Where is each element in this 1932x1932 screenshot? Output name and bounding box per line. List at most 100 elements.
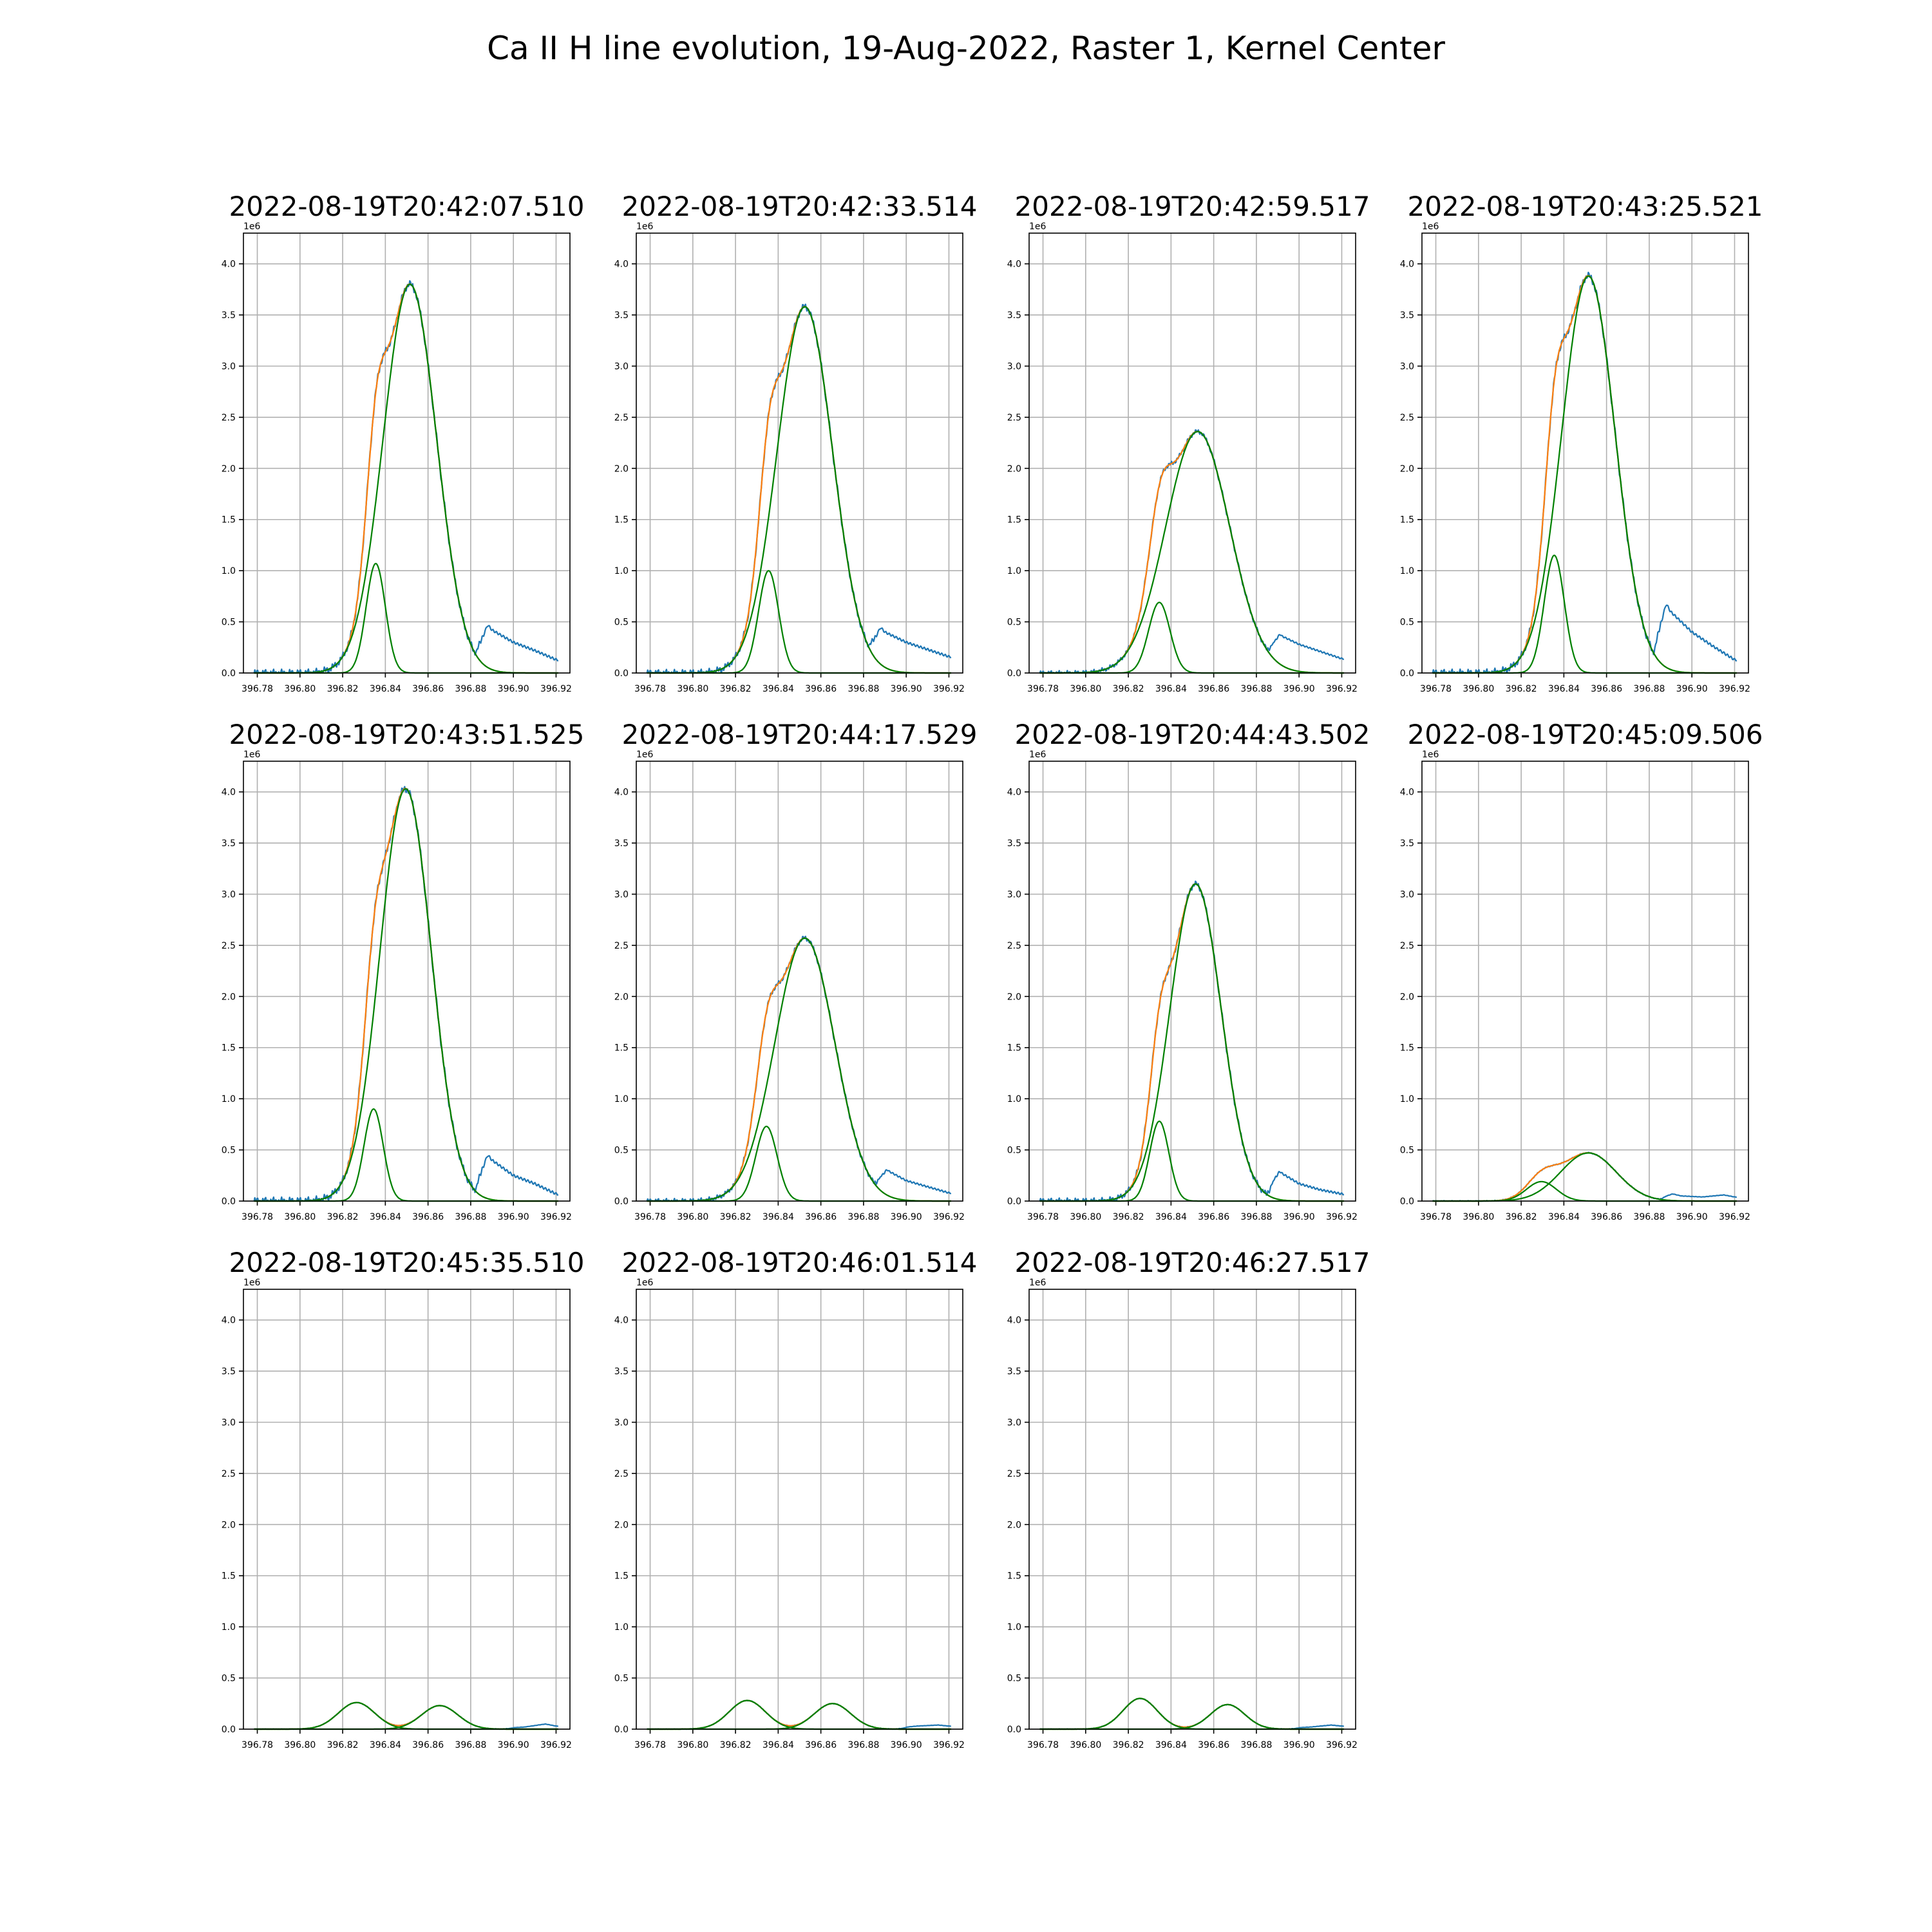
subplot-title: 2022-08-19T20:42:07.510 <box>229 191 585 222</box>
x-tick-label: 396.80 <box>1070 684 1101 694</box>
x-tick-label: 396.92 <box>540 1740 572 1750</box>
y-tick-label: 2.5 <box>614 941 629 951</box>
y-tick-label: 3.5 <box>1400 838 1414 849</box>
axes-frame <box>1421 232 1749 674</box>
x-tick-label: 396.90 <box>1283 1212 1315 1222</box>
x-tick-label: 396.84 <box>370 1212 401 1222</box>
y-tick-label: 0.5 <box>1400 1146 1414 1156</box>
y-tick-label: 2.0 <box>1007 992 1021 1002</box>
y-tick-label: 3.5 <box>1007 1367 1021 1377</box>
x-tick-label: 396.84 <box>1548 1212 1580 1222</box>
y-tick-label: 0.0 <box>222 1197 236 1207</box>
subplot-title: 2022-08-19T20:43:25.521 <box>1408 191 1763 222</box>
y-tick-label: 1.5 <box>1007 1571 1021 1582</box>
y-tick-label: 0.5 <box>1400 618 1414 628</box>
y-offset-label: 1e6 <box>1422 222 1439 232</box>
axes-frame <box>1421 761 1749 1202</box>
y-tick-label: 0.0 <box>614 668 629 679</box>
axes-frame <box>1028 232 1356 674</box>
x-tick-label: 396.90 <box>498 1212 529 1222</box>
subplot-title: 2022-08-19T20:44:43.502 <box>1015 719 1370 750</box>
subplot-title: 2022-08-19T20:45:09.506 <box>1408 719 1763 750</box>
x-tick-label: 396.84 <box>370 684 401 694</box>
y-tick-label: 2.0 <box>614 1520 629 1530</box>
y-tick-label: 3.0 <box>222 361 236 372</box>
x-tick-label: 396.86 <box>1591 1212 1622 1222</box>
y-offset-label: 1e6 <box>636 1278 654 1288</box>
x-tick-label: 396.88 <box>455 684 486 694</box>
x-tick-label: 396.78 <box>1027 684 1059 694</box>
x-tick-label: 396.92 <box>933 684 965 694</box>
y-tick-label: 2.0 <box>1007 1520 1021 1530</box>
y-tick-label: 2.5 <box>1007 941 1021 951</box>
x-tick-label: 396.80 <box>1070 1740 1101 1750</box>
x-tick-label: 396.86 <box>805 1740 837 1750</box>
subplot: 396.78 396.80 396.82 396.84 396.86 396.88 396.… <box>1007 719 1370 1222</box>
x-tick-label: 396.82 <box>1506 1212 1537 1222</box>
y-tick-label: 2.5 <box>1007 413 1021 423</box>
subplot-title: 2022-08-19T20:45:35.510 <box>229 1247 585 1278</box>
x-tick-label: 396.88 <box>1240 1212 1272 1222</box>
y-tick-label: 3.0 <box>1007 1417 1021 1428</box>
x-tick-label: 396.82 <box>1506 684 1537 694</box>
subplot: 396.78 396.80 396.82 396.84 396.86 396.88 396.… <box>614 1247 978 1750</box>
x-tick-label: 396.80 <box>284 1212 316 1222</box>
x-tick-label: 396.88 <box>848 684 879 694</box>
y-tick-label: 3.0 <box>1007 361 1021 372</box>
x-tick-label: 396.86 <box>412 684 444 694</box>
y-tick-label: 2.0 <box>222 1520 236 1530</box>
x-tick-label: 396.88 <box>848 1212 879 1222</box>
subplot: 396.78 396.80 396.82 396.84 396.86 396.88 396.… <box>222 191 585 694</box>
y-tick-label: 3.0 <box>222 889 236 900</box>
x-tick-label: 396.78 <box>242 1212 273 1222</box>
y-tick-label: 2.5 <box>614 413 629 423</box>
y-tick-label: 0.5 <box>222 618 236 628</box>
x-tick-label: 396.84 <box>762 684 794 694</box>
y-tick-label: 4.0 <box>1400 260 1414 270</box>
x-tick-label: 396.92 <box>933 1740 965 1750</box>
y-tick-label: 0.0 <box>1400 1197 1414 1207</box>
y-tick-label: 1.5 <box>222 1571 236 1582</box>
y-tick-label: 2.5 <box>222 941 236 951</box>
y-tick-label: 3.5 <box>614 838 629 849</box>
x-tick-label: 396.80 <box>677 1740 708 1750</box>
x-tick-label: 396.88 <box>848 1740 879 1750</box>
x-tick-label: 396.82 <box>1113 1212 1144 1222</box>
x-tick-label: 396.86 <box>805 1212 837 1222</box>
y-tick-label: 0.5 <box>222 1146 236 1156</box>
subplot: 396.78 396.80 396.82 396.84 396.86 396.88 396.… <box>222 719 585 1222</box>
x-tick-label: 396.88 <box>1240 1740 1272 1750</box>
subplot: 396.78 396.80 396.82 396.84 396.86 396.88 396.… <box>614 191 978 694</box>
x-tick-label: 396.92 <box>1326 1212 1358 1222</box>
y-tick-label: 0.0 <box>614 1725 629 1735</box>
y-tick-label: 3.0 <box>1400 361 1414 372</box>
y-tick-label: 0.5 <box>1007 1146 1021 1156</box>
y-tick-label: 2.0 <box>1400 464 1414 474</box>
subplot-title: 2022-08-19T20:46:01.514 <box>622 1247 978 1278</box>
axes-frame <box>636 1289 963 1730</box>
x-tick-label: 396.90 <box>1676 684 1708 694</box>
y-tick-label: 0.0 <box>222 668 236 679</box>
x-tick-label: 396.92 <box>540 684 572 694</box>
x-tick-label: 396.86 <box>1198 1740 1229 1750</box>
x-tick-label: 396.88 <box>455 1212 486 1222</box>
y-tick-label: 3.5 <box>1400 310 1414 321</box>
y-tick-label: 0.5 <box>614 1146 629 1156</box>
axes-frame <box>243 1289 571 1730</box>
y-tick-label: 1.5 <box>1007 1043 1021 1054</box>
y-tick-label: 1.5 <box>614 1571 629 1582</box>
gaussian-component-line <box>1039 430 1344 674</box>
y-tick-label: 0.0 <box>1007 1197 1021 1207</box>
x-tick-label: 396.86 <box>1198 1212 1229 1222</box>
y-tick-label: 2.0 <box>222 464 236 474</box>
x-tick-label: 396.78 <box>1027 1212 1059 1222</box>
x-tick-label: 396.78 <box>634 684 666 694</box>
y-tick-label: 3.5 <box>1007 310 1021 321</box>
y-tick-label: 2.0 <box>222 992 236 1002</box>
y-tick-label: 3.0 <box>1400 889 1414 900</box>
x-tick-label: 396.86 <box>1591 684 1622 694</box>
y-tick-label: 0.0 <box>1007 1725 1021 1735</box>
y-tick-label: 2.5 <box>1400 413 1414 423</box>
x-tick-label: 396.90 <box>891 1740 922 1750</box>
y-tick-label: 2.0 <box>614 464 629 474</box>
